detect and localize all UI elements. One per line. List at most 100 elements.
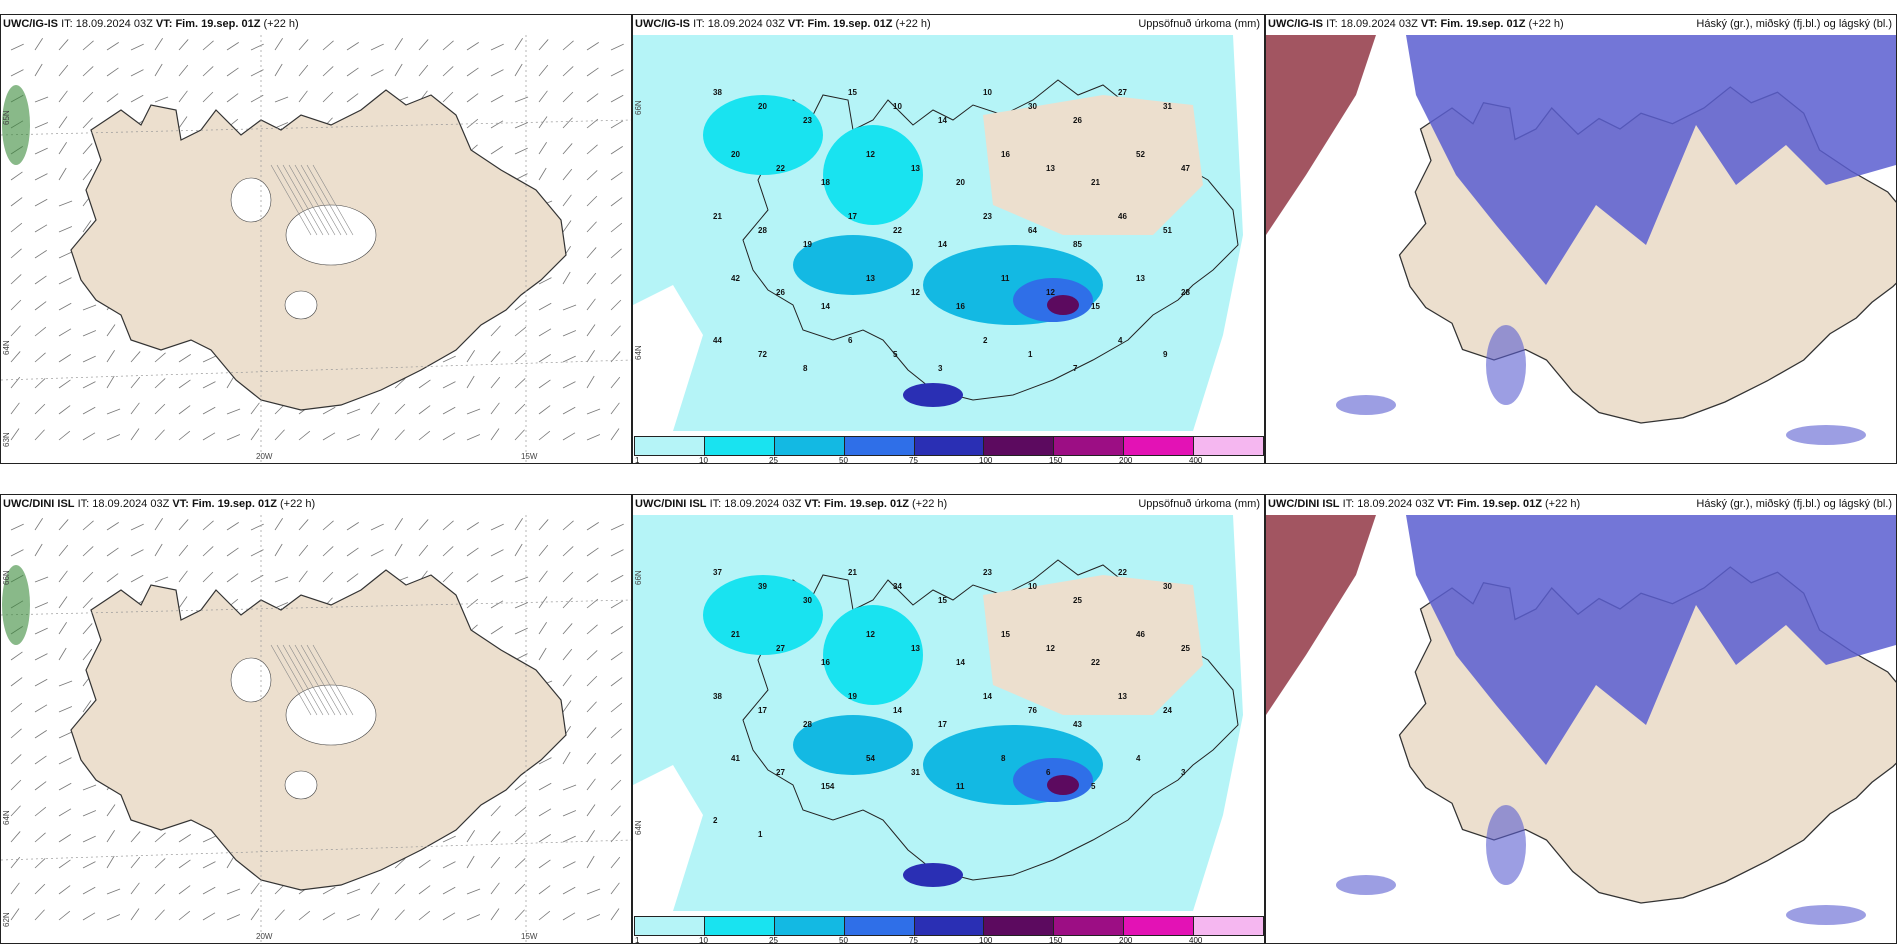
precip-value: 34 [893,582,902,591]
wind-barb [202,520,214,531]
wind-barb [130,574,144,583]
wind-panel-dini: UWC/DINI ISL IT: 18.09.2024 03Z VT: Fim.… [0,494,632,944]
graticule [1,839,631,861]
lat-label: 63N [2,432,11,447]
wind-barb [610,69,624,77]
wind-barb [538,379,551,389]
wind-barb [82,861,96,869]
wind-barb [250,908,260,921]
precip-value: 30 [1163,582,1172,591]
precip-value: 14 [893,706,902,715]
wind-barb [586,752,597,765]
graticule [1,599,631,616]
precip-value: 31 [1163,102,1172,111]
precip-value: 17 [938,720,947,729]
wind-barb [586,350,595,363]
wind-barb [562,835,576,843]
wind-barb [538,647,547,661]
precip-value: 21 [848,568,857,577]
wind-barb [466,42,479,51]
wind-barb [154,858,166,869]
wind-barb [58,782,72,791]
hatch-line [282,644,324,716]
lat-label: 64N [634,820,643,835]
wind-barb [130,856,141,869]
low-cloud [1336,395,1396,415]
precip-value: 19 [848,692,857,701]
legend-swatch [635,917,705,935]
legend-tick: 25 [769,456,778,464]
wind-barb [466,375,475,389]
wind-barb [490,351,501,363]
wind-barb [154,96,169,103]
wind-barb [562,406,576,415]
wind-barb [466,408,481,415]
wind-barb [298,90,308,103]
wind-barb [10,197,23,207]
wind-barb [82,571,94,583]
wind-barb [34,403,46,415]
wind-barb [82,648,93,661]
wind-barb [586,67,599,77]
wind-barb [370,428,380,441]
dry-land [983,575,1203,715]
wind-barb [562,91,574,103]
precip-value: 12 [1046,288,1055,297]
wind-barb [178,519,189,531]
wind-barb [562,381,576,389]
wind-barb [538,570,548,583]
wind-barb [514,909,525,921]
wind-barb [34,602,49,609]
wind-barb [346,93,359,103]
wind-barb [322,66,334,77]
wind-barb [34,576,49,583]
wind-barb [562,571,574,583]
wind-barb [514,38,523,51]
wind-barb [298,64,309,77]
wind-barb [274,63,283,77]
precip-value: 12 [866,630,875,639]
wind-barb [586,727,597,739]
precip-value: 14 [956,658,965,667]
precip-map: 3739302134152310252230212716121314151222… [633,515,1264,911]
wind-barb [586,170,598,181]
wind-barb [610,299,622,311]
precip-value: 3 [1181,768,1186,777]
precip-value: 23 [983,568,992,577]
wind-barb [250,94,264,103]
wind-barb [538,90,548,103]
wind-barb [514,378,526,389]
precip-value: 6 [1046,768,1051,777]
wind-barb [418,910,431,921]
wind-barb [442,381,456,389]
wind-barb [586,650,598,661]
wind-barb [106,408,121,415]
wind-barb [610,677,623,687]
wind-barb [130,69,144,77]
wind-barb [466,830,475,843]
wind-barb [34,63,43,77]
cloud-panel-title: UWC/IG-IS IT: 18.09.2024 03Z VT: Fim. 19… [1268,18,1564,30]
wind-barb [514,352,526,363]
wind-barb [610,197,623,207]
wind-barb [130,908,140,921]
legend-bar [634,436,1264,456]
cloud-field-title: Háský (gr.), miðský (fj.bl.) og lágský (… [1696,18,1892,30]
wind-barb [346,408,361,415]
wind-barb [370,908,380,921]
wind-barb [610,222,623,233]
wind-barb [178,430,191,441]
precip-value: 28 [803,720,812,729]
wind-barb [274,909,285,921]
wind-barb [58,116,68,129]
wind-barb [490,43,504,51]
wind-barb [34,429,45,441]
low-cloud [1486,325,1526,405]
precip-cell [903,863,963,887]
wind-barb [538,596,548,609]
wind-barb [226,855,235,869]
wind-barb [82,143,93,155]
wind-barb [490,908,500,921]
wind-barb [538,782,552,791]
wind-barb [274,96,289,103]
